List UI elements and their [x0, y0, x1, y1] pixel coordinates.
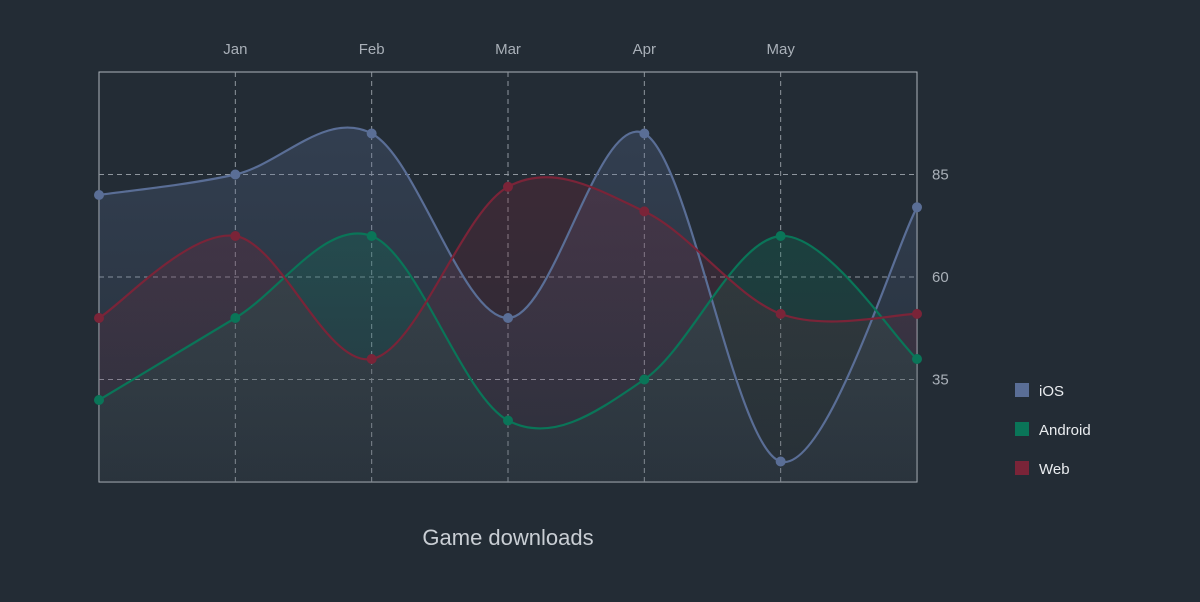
axis-tick-labels: Jan Feb Mar Apr May 35 60 85	[223, 41, 948, 389]
data-point-web	[639, 206, 650, 217]
data-point-android	[912, 354, 922, 364]
data-point-android	[639, 374, 650, 385]
data-point-web	[912, 308, 922, 319]
data-point-web	[503, 181, 513, 192]
y-tick-label: 60	[932, 269, 949, 286]
data-point-ios	[94, 190, 104, 200]
data-point-ios	[775, 456, 786, 467]
x-tick-label: Feb	[359, 41, 385, 58]
data-point-android	[230, 313, 241, 323]
x-tick-label: May	[766, 41, 795, 58]
x-tick-label: Jan	[223, 41, 247, 58]
y-tick-label: 35	[932, 372, 949, 389]
data-point-android	[503, 415, 513, 426]
data-point-ios	[912, 202, 922, 213]
data-point-ios	[503, 313, 513, 323]
data-point-web	[366, 354, 377, 364]
x-tick-label: Apr	[633, 41, 656, 58]
data-point-ios	[230, 169, 241, 180]
legend: iOS Android Web	[1015, 383, 1091, 478]
series-areas	[99, 127, 917, 482]
legend-label: Web	[1039, 461, 1070, 478]
legend-swatch-ios	[1015, 383, 1029, 397]
series-points	[94, 128, 922, 467]
data-point-ios	[639, 128, 650, 139]
y-tick-label: 85	[932, 167, 949, 184]
legend-swatch-web	[1015, 461, 1029, 475]
data-point-web	[775, 308, 786, 319]
legend-label: iOS	[1039, 383, 1064, 400]
data-point-ios	[366, 128, 377, 139]
data-point-android	[775, 231, 786, 241]
legend-swatch-android	[1015, 422, 1029, 436]
data-point-android	[94, 395, 104, 405]
x-tick-label: Mar	[495, 41, 521, 58]
data-point-web	[94, 313, 104, 323]
chart-title: Game downloads	[422, 525, 593, 550]
series-area-web	[99, 177, 917, 482]
data-point-android	[366, 231, 377, 241]
legend-label: Android	[1039, 422, 1091, 439]
series-line-ios	[98, 126, 918, 463]
data-point-web	[230, 231, 241, 241]
